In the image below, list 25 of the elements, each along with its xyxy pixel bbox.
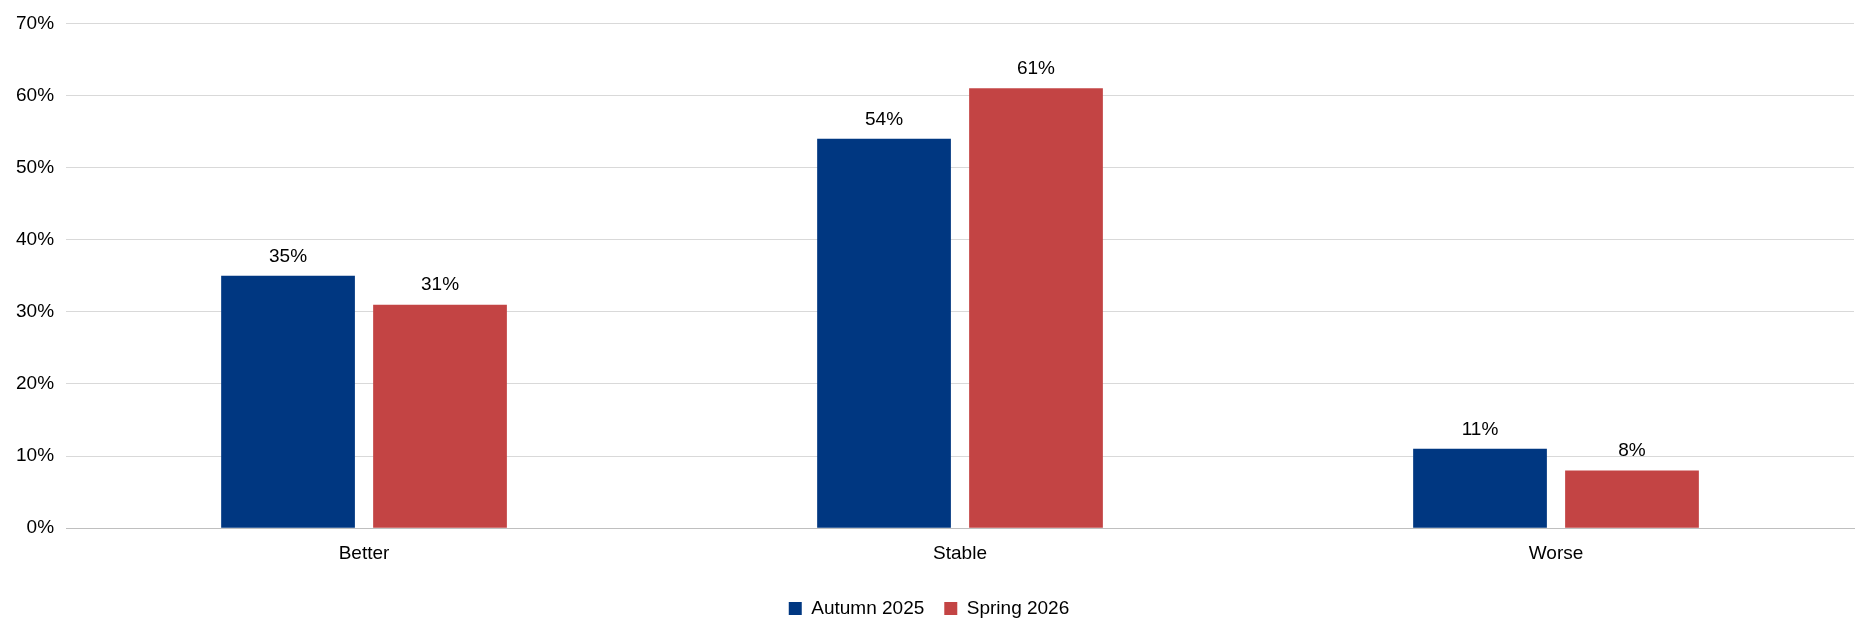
- data-label: 54%: [865, 107, 904, 129]
- bar: [817, 138, 951, 528]
- y-tick-label: 0%: [26, 516, 55, 538]
- data-label: 8%: [1618, 439, 1646, 461]
- data-label: 31%: [421, 273, 460, 295]
- data-label: 61%: [1016, 57, 1056, 79]
- y-tick-label: 30%: [16, 300, 55, 322]
- legend-label: Autumn 2025: [811, 596, 925, 618]
- y-tick-label: 60%: [16, 83, 55, 105]
- data-label: 11%: [1461, 417, 1499, 439]
- y-tick-label: 50%: [16, 155, 55, 177]
- bar: [969, 88, 1103, 528]
- bar: [221, 275, 355, 528]
- bar: [1565, 470, 1699, 528]
- y-tick-label: 20%: [16, 372, 55, 394]
- y-tick-label: 10%: [16, 444, 55, 466]
- x-tick-label: Worse: [1528, 541, 1584, 563]
- data-label: 35%: [269, 244, 308, 266]
- y-tick-label: 40%: [16, 227, 55, 249]
- x-tick-label: Better: [338, 541, 391, 563]
- y-tick-label: 70%: [16, 11, 55, 33]
- bar: [1413, 448, 1547, 528]
- bar: [373, 304, 507, 528]
- legend-label: Spring 2026: [966, 596, 1070, 618]
- x-tick-label: Stable: [933, 541, 987, 563]
